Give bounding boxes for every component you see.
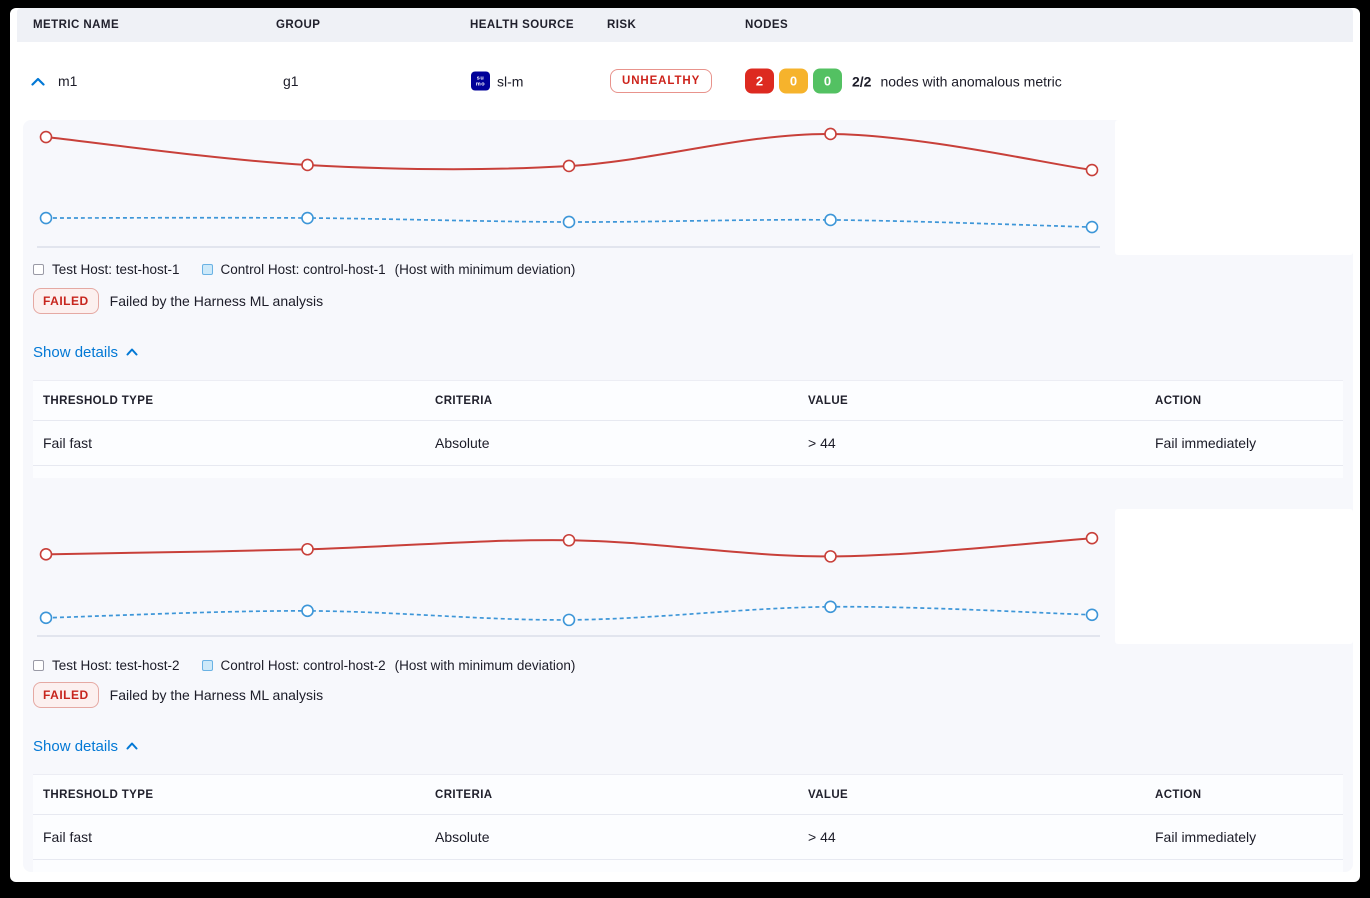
threshold-type-header: THRESHOLD TYPE [43, 788, 154, 801]
timeseries-chart-2[interactable] [23, 509, 1115, 644]
control-host-checkbox[interactable] [201, 659, 213, 671]
failed-status-badge: FAILED [33, 681, 99, 708]
threshold-table-row: Fail fast Absolute > 44 Fail immediately [33, 815, 1343, 860]
metric-row-expander: m1 [29, 72, 77, 90]
criteria-value: Absolute [435, 829, 490, 845]
value-header: VALUE [808, 394, 849, 407]
show-details-toggle-1[interactable]: Show details [33, 342, 138, 362]
criteria-value: Absolute [435, 435, 490, 451]
nodes-cell: 2 0 0 2/2 nodes with anomalous metric [745, 68, 1062, 94]
group-value: g1 [283, 73, 299, 89]
minimum-deviation-note: (Host with minimum deviation) [394, 657, 576, 673]
test-host-legend-label: Test Host: test-host-1 [52, 261, 180, 277]
test-host-checkbox[interactable] [33, 659, 44, 671]
criteria-header: CRITERIA [435, 788, 493, 801]
nodes-unhealthy-count-badge: 2 [745, 68, 774, 94]
column-header-health-source: HEALTH SOURCE [470, 19, 575, 31]
threshold-type-header: THRESHOLD TYPE [43, 394, 154, 407]
chart-legend-2: Test Host: test-host-2 Control Host: con… [33, 657, 1353, 673]
table-header-row: METRIC NAME GROUP HEALTH SOURCE RISK NOD… [17, 8, 1353, 42]
chart-svg-1[interactable] [23, 120, 1115, 255]
threshold-details-table-1: THRESHOLD TYPE CRITERIA VALUE ACTION Fai… [33, 380, 1343, 478]
health-source-value: sl-m [497, 73, 524, 89]
test-host-checkbox[interactable] [33, 263, 44, 275]
chart-svg-2[interactable] [23, 509, 1115, 644]
analysis-panel: Test Host: test-host-1 Control Host: con… [23, 120, 1353, 872]
analysis-status-row-2: FAILED Failed by the Harness ML analysis [33, 681, 1353, 708]
action-header: ACTION [1155, 394, 1202, 407]
metric-name-value: m1 [58, 73, 78, 89]
threshold-details-table-2: THRESHOLD TYPE CRITERIA VALUE ACTION Fai… [33, 774, 1343, 872]
nodes-caption: nodes with anomalous metric [880, 73, 1062, 89]
nodes-ratio: 2/2 [852, 73, 872, 89]
control-host-legend-label: Control Host: control-host-1 [220, 261, 386, 277]
minimum-deviation-note: (Host with minimum deviation) [394, 261, 576, 277]
failed-status-message: Failed by the Harness ML analysis [109, 686, 324, 703]
threshold-table-header: THRESHOLD TYPE CRITERIA VALUE ACTION [33, 381, 1343, 421]
threshold-table-row: Fail fast Absolute > 44 Fail immediately [33, 421, 1343, 466]
risk-cell: UNHEALTHY [610, 69, 713, 93]
value-value: > 44 [808, 435, 836, 451]
nodes-warning-count-badge: 0 [779, 68, 808, 94]
collapse-chevron-icon[interactable] [29, 72, 47, 90]
action-value: Fail immediately [1155, 435, 1257, 451]
threshold-type-value: Fail fast [43, 829, 93, 845]
criteria-header: CRITERIA [435, 394, 493, 407]
nodes-healthy-count-badge: 0 [813, 68, 842, 94]
health-source-cell: su mo sl-m [471, 71, 524, 91]
chart-legend-1: Test Host: test-host-1 Control Host: con… [33, 261, 1353, 277]
chart-side-panel-1 [1115, 120, 1353, 255]
column-header-group: GROUP [276, 19, 321, 31]
sumo-logic-icon: su mo [471, 71, 490, 91]
metric-analysis-page: METRIC NAME GROUP HEALTH SOURCE RISK NOD… [10, 8, 1360, 882]
threshold-table-header: THRESHOLD TYPE CRITERIA VALUE ACTION [33, 775, 1343, 815]
chart-side-panel-2 [1115, 509, 1353, 644]
control-host-checkbox[interactable] [201, 263, 213, 275]
failed-status-message: Failed by the Harness ML analysis [109, 292, 324, 309]
chevron-up-icon [126, 742, 138, 750]
action-value: Fail immediately [1155, 829, 1257, 845]
risk-status-badge: UNHEALTHY [610, 69, 713, 93]
metric-row[interactable]: m1 g1 su mo sl-m UNHEALTHY 2 0 0 2/2 node… [17, 42, 1353, 120]
test-host-legend-label: Test Host: test-host-2 [52, 657, 180, 673]
column-header-metric-name: METRIC NAME [33, 19, 120, 31]
chart-row-2 [23, 509, 1353, 644]
show-details-toggle-2[interactable]: Show details [33, 736, 138, 756]
control-host-legend-label: Control Host: control-host-2 [220, 657, 386, 673]
group-cell: g1 [283, 73, 299, 89]
failed-status-badge: FAILED [33, 287, 99, 314]
timeseries-chart-1[interactable] [23, 120, 1115, 255]
chevron-up-icon [126, 348, 138, 356]
chart-row-1 [23, 120, 1353, 255]
column-header-nodes: NODES [745, 19, 789, 31]
action-header: ACTION [1155, 788, 1202, 801]
host-analysis-block-1: Test Host: test-host-1 Control Host: con… [23, 120, 1353, 478]
column-header-risk: RISK [607, 19, 637, 31]
threshold-type-value: Fail fast [43, 435, 93, 451]
analysis-status-row-1: FAILED Failed by the Harness ML analysis [33, 287, 1353, 314]
value-header: VALUE [808, 788, 849, 801]
host-analysis-block-2: Test Host: test-host-2 Control Host: con… [23, 509, 1353, 872]
value-value: > 44 [808, 829, 836, 845]
